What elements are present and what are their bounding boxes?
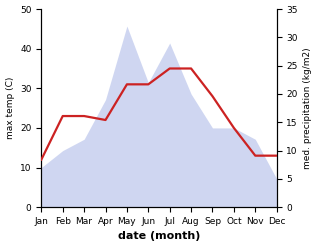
X-axis label: date (month): date (month) — [118, 231, 200, 242]
Y-axis label: med. precipitation (kg/m2): med. precipitation (kg/m2) — [303, 47, 313, 169]
Y-axis label: max temp (C): max temp (C) — [5, 77, 15, 139]
